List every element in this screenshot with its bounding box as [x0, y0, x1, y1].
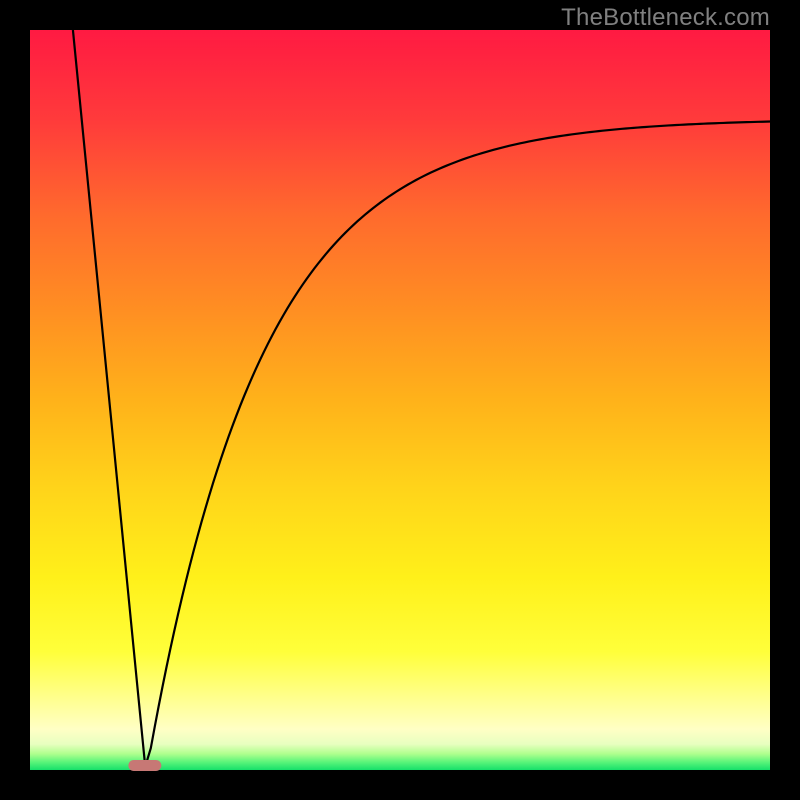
chart-frame: TheBottleneck.com	[0, 0, 800, 800]
watermark-text: TheBottleneck.com	[561, 4, 770, 32]
dip-marker	[128, 760, 161, 772]
plot-area	[30, 30, 770, 770]
bottleneck-curve	[30, 30, 770, 770]
curve-path	[73, 30, 770, 761]
